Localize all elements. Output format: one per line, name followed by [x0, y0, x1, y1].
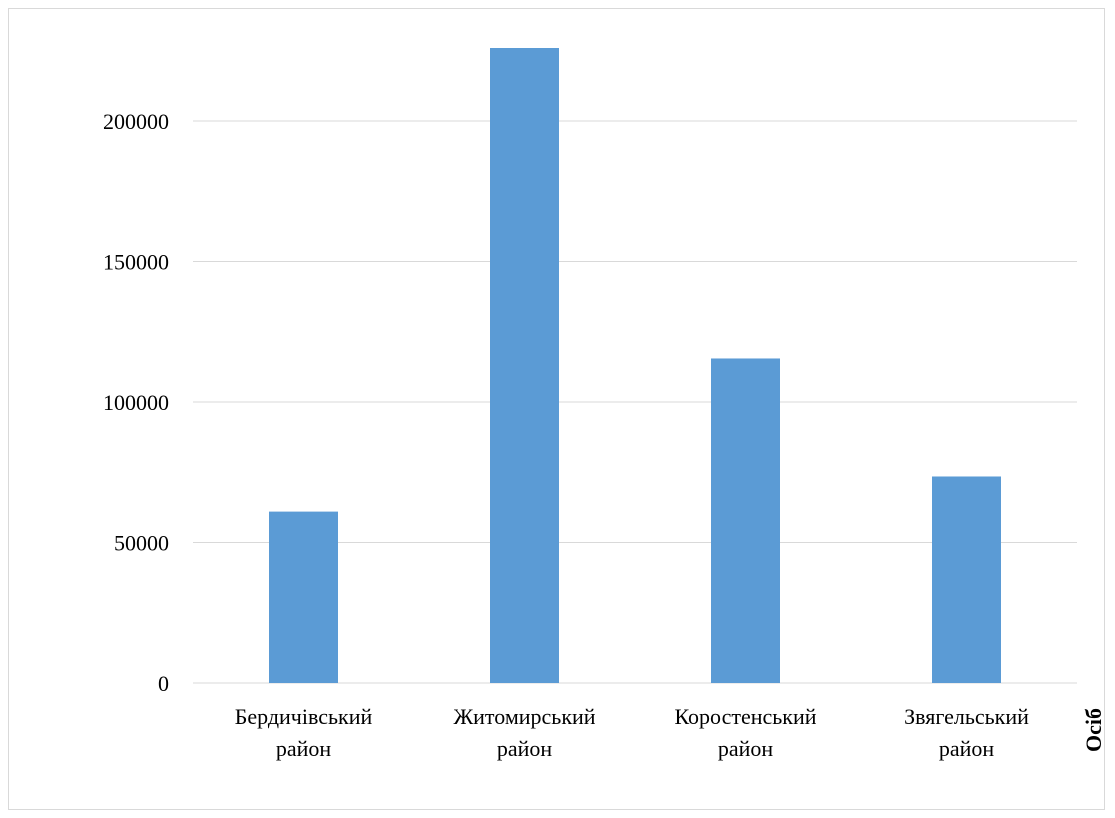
y-tick-label: 50000 [114, 531, 169, 556]
x-category-label: Бердичівський район [235, 704, 373, 761]
y-tick-labels: 0 50000 100000 150000 200000 [103, 109, 169, 696]
gridlines [193, 120, 1077, 684]
x-category-label: Звягельський район [904, 704, 1029, 761]
x-category-label: Коростенський район [674, 704, 816, 761]
x-category-labels: Бердичівський район Житомирський район Корос… [235, 704, 1029, 761]
bar [269, 511, 338, 683]
y-tick-label: 0 [158, 671, 169, 696]
y-tick-label: 200000 [103, 109, 169, 134]
bars [269, 48, 1001, 683]
bar [932, 476, 1001, 683]
y-axis-title: Осіб [1081, 708, 1106, 752]
bar [711, 358, 780, 683]
bar [490, 48, 559, 683]
y-tick-label: 150000 [103, 250, 169, 275]
x-category-label: Житомирський район [453, 704, 595, 761]
y-tick-label: 100000 [103, 390, 169, 415]
